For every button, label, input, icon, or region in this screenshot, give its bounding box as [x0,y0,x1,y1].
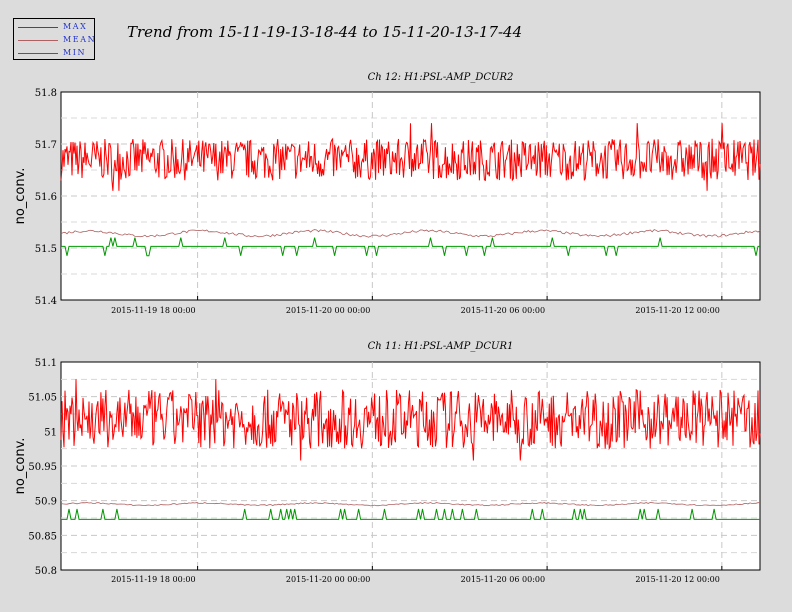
x-tick-label: 2015-11-19 18 00:00 [111,575,195,584]
series-line-mean [60,502,760,507]
chart-2: 51.1 51.05 51 50.95 50.9 50.85 50.8 2015-11-19 … [13,341,761,584]
y-tick-label: 51.5 [35,244,57,255]
series-line-min [61,237,760,257]
chart-1: 51.8 51.7 51.6 51.5 51.4 2015-11-19 18 00:00 2… [13,72,761,315]
legend-swatch-mean [18,40,58,41]
legend-item-mean: MEAN [18,35,97,45]
chart-title: Ch 11: H1:PSL-AMP_DCUR1 [368,341,514,352]
series-line-max [60,123,761,191]
x-tick-label: 2015-11-20 12 00:00 [635,306,719,315]
y-tick-label: 50.9 [35,497,57,508]
x-tick-label: 2015-11-20 06 00:00 [461,575,545,584]
y-axis-label: no_conv. [13,168,28,225]
legend-label-max: MAX [63,22,88,31]
y-tick-label: 50.8 [35,566,57,577]
y-tick-label: 51 [44,427,57,438]
legend-item-max: MAX [18,22,94,32]
page-title: Trend from 15-11-19-13-18-44 to 15-11-20… [127,23,523,41]
y-tick-label: 51.6 [35,192,57,203]
chart-title: Ch 12: H1:PSL-AMP_DCUR2 [368,72,514,83]
x-tick-label: 2015-11-20 06 00:00 [461,306,545,315]
y-tick-label: 50.85 [28,531,57,542]
x-tick-label: 2015-11-20 00 00:00 [286,306,370,315]
legend-swatch-max [18,27,58,28]
x-tick-label: 2015-11-20 12 00:00 [635,575,719,584]
y-tick-label: 51.05 [28,393,57,404]
x-tick-label: 2015-11-19 18 00:00 [111,306,195,315]
legend-label-mean: MEAN [63,35,97,44]
legend-label-min: MIN [63,48,87,57]
y-tick-label: 51.7 [35,140,57,151]
series-line-max [60,379,761,461]
y-tick-label: 50.95 [28,462,57,473]
y-tick-label: 51.1 [35,358,57,369]
legend: MAX MEAN MIN [13,18,95,60]
x-tick-label: 2015-11-20 00 00:00 [286,575,370,584]
series-line-mean [60,229,761,238]
series-line-min [61,508,760,520]
legend-swatch-min [18,53,58,54]
legend-item-min: MIN [18,48,94,58]
y-tick-label: 51.8 [35,88,57,99]
y-tick-label: 51.4 [35,296,57,307]
y-axis-label: no_conv. [13,438,28,495]
